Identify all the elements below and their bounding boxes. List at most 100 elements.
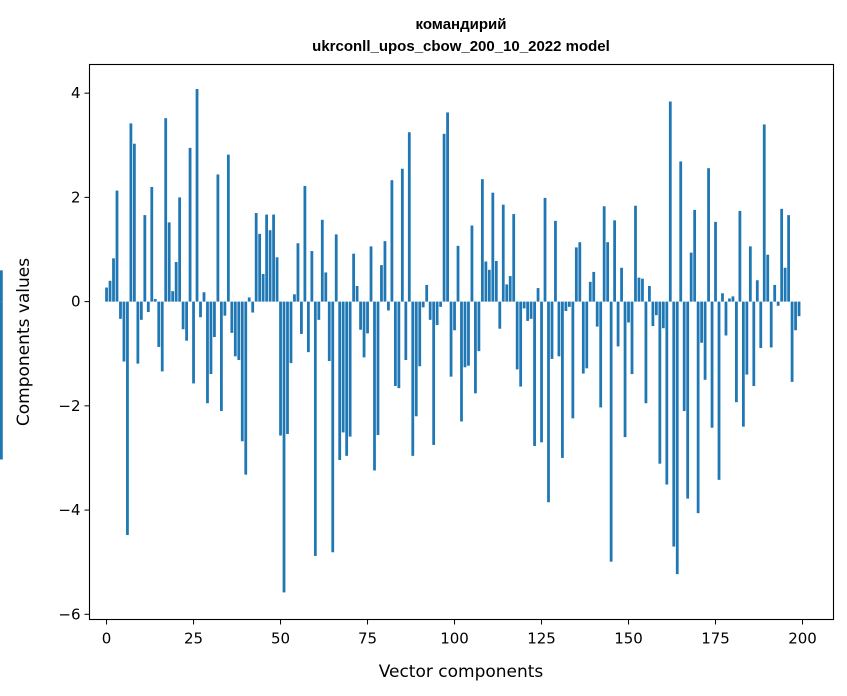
bar-61: [317, 301, 321, 320]
bar-142: [599, 301, 603, 408]
bar-33: [220, 301, 223, 412]
bar-10: [139, 301, 143, 320]
bar-109: [484, 261, 488, 302]
bar-85: [400, 168, 404, 302]
bar-42: [251, 301, 255, 313]
bars-group: [0, 88, 801, 593]
bar-150: [627, 301, 630, 323]
bar-26: [195, 88, 199, 302]
bar-28: [202, 292, 206, 302]
bar-57: [303, 185, 307, 302]
bar-190: [766, 254, 770, 302]
bar-199: [797, 301, 801, 317]
bar-192: [773, 284, 777, 302]
bar-100: [453, 301, 456, 331]
bar-13: [150, 186, 154, 302]
bar-169: [693, 209, 697, 302]
bar-173: [707, 168, 710, 302]
bar-4: [119, 301, 122, 319]
bar-170: [696, 301, 700, 514]
bar-140: [592, 271, 596, 302]
bar-123: [533, 301, 536, 446]
x-tick-label: 75: [358, 630, 377, 648]
x-tick-label: 25: [184, 630, 203, 648]
bar-184: [745, 301, 749, 375]
bar-56: [300, 301, 303, 334]
bar-38: [237, 301, 241, 360]
bar-120: [522, 301, 526, 309]
bar-89: [414, 301, 418, 417]
bar-6: [126, 301, 129, 536]
bar-189: [762, 124, 766, 302]
bar-1: [108, 280, 112, 302]
bar-139: [588, 281, 592, 302]
y-tick-label: 2: [71, 188, 81, 206]
bar-74: [362, 301, 366, 358]
bar-146: [613, 220, 616, 302]
bar-115: [505, 284, 509, 302]
bar-198: [794, 301, 797, 331]
bar-166: [682, 301, 686, 412]
y-tick-label: 4: [71, 84, 81, 102]
bar-14: [153, 299, 157, 302]
bar-174: [710, 301, 714, 428]
bar-52: [286, 301, 289, 434]
bar-137: [581, 301, 585, 374]
bar-82: [390, 180, 394, 302]
bar-62: [320, 219, 324, 302]
bar-22: [181, 301, 185, 330]
bar-178: [724, 301, 728, 336]
bar-15: [157, 301, 161, 347]
bar-193: [776, 301, 780, 306]
bar-165: [679, 161, 683, 302]
bar-155: [644, 301, 648, 404]
bar-102: [460, 301, 463, 422]
bar-151: [630, 301, 634, 375]
bar-37: [233, 301, 237, 357]
bar-134: [571, 301, 575, 419]
bar-185: [748, 246, 752, 302]
bar-194: [780, 208, 784, 302]
chart-title-line-2: ukrconll_upos_cbow_200_10_2022 model: [312, 38, 610, 55]
bar-7: [129, 123, 133, 302]
bar-66: [334, 234, 338, 302]
bar-98: [446, 112, 449, 302]
bar-88: [411, 301, 415, 456]
bar-181: [735, 301, 738, 403]
bar-55: [296, 243, 300, 302]
bar-41: [247, 297, 251, 302]
bar-65: [331, 301, 335, 553]
bar-21: [178, 197, 182, 302]
bar-undefined: [0, 270, 3, 302]
bar-86: [404, 301, 408, 360]
bar-54: [293, 294, 296, 302]
bar-49: [275, 257, 279, 302]
bar-180: [731, 296, 735, 302]
bar-197: [790, 301, 794, 382]
bar-73: [359, 301, 362, 330]
bar-110: [487, 269, 491, 302]
bar-171: [700, 301, 703, 343]
bar-133: [567, 301, 571, 307]
bar-152: [634, 205, 637, 302]
bar-106: [474, 301, 477, 394]
bar-135: [574, 247, 578, 302]
bar-183: [741, 301, 745, 427]
bar-124: [536, 288, 540, 302]
bar-18: [167, 222, 171, 302]
bar-118: [515, 301, 519, 370]
x-axis-ticks: 0 25 50 75 100 125 150 175 200: [102, 619, 817, 648]
bar-188: [759, 301, 763, 348]
bar-125: [540, 301, 543, 443]
x-tick-label: 50: [271, 630, 290, 648]
bar-64: [327, 301, 331, 362]
bar-12: [146, 301, 150, 313]
bar-121: [526, 301, 530, 321]
bar-136: [578, 242, 582, 302]
y-tick-label: −4: [58, 501, 80, 519]
bar-46: [265, 214, 269, 302]
bar-68: [341, 301, 345, 433]
bar-162: [668, 101, 672, 302]
bar-182: [738, 210, 742, 302]
bar-83: [393, 301, 397, 387]
